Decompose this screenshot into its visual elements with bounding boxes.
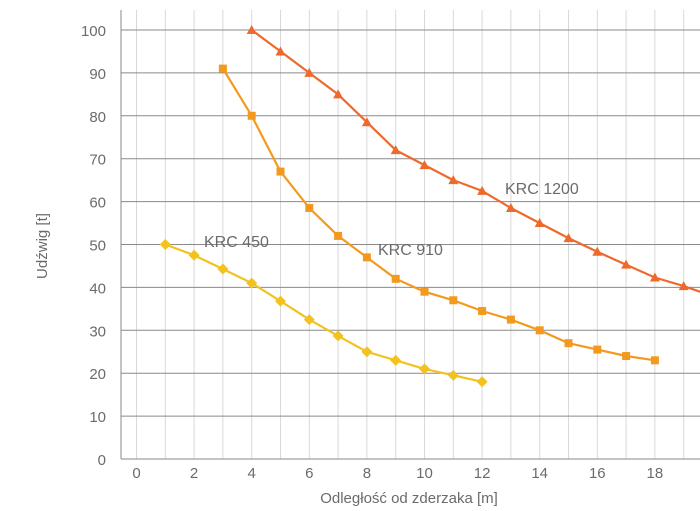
data-point [448, 175, 459, 185]
data-point [247, 111, 256, 120]
data-point [305, 204, 314, 213]
data-point [218, 64, 227, 73]
series-label-krc-1200: KRC 1200 [505, 181, 579, 198]
x-tick-label: 12 [474, 465, 491, 482]
y-tick-label: 10 [89, 409, 106, 426]
data-point [534, 218, 545, 228]
series-0 [159, 239, 488, 388]
data-point [188, 249, 200, 261]
data-point [478, 306, 487, 315]
x-tick-label: 16 [589, 465, 606, 482]
y-tick-label: 80 [89, 109, 106, 126]
data-point [276, 167, 285, 176]
data-point [564, 339, 573, 348]
x-tick-label: 2 [190, 465, 198, 482]
data-point [246, 25, 257, 34]
data-point [563, 233, 574, 243]
data-point [649, 272, 660, 282]
series-layer [159, 25, 700, 388]
data-point [477, 185, 488, 195]
tick-labels: 01020304050607080901000246810121416182 [81, 23, 664, 482]
y-tick-label: 50 [89, 238, 106, 255]
data-point [678, 281, 689, 291]
x-tick-label: 0 [132, 465, 140, 482]
data-point [333, 89, 344, 99]
data-point [593, 345, 602, 354]
y-tick-label: 40 [89, 280, 106, 297]
data-point [275, 46, 286, 56]
data-point [622, 352, 631, 361]
data-point [476, 376, 488, 388]
x-tick-label: 14 [531, 465, 548, 482]
data-point [391, 274, 400, 283]
data-point [621, 259, 632, 269]
series-1 [218, 64, 659, 365]
series-line [251, 29, 700, 293]
data-point [506, 315, 515, 324]
x-axis-label: Odległość od zderzaka [m] [320, 490, 498, 507]
series-line [221, 68, 656, 362]
y-tick-label: 70 [89, 152, 106, 169]
x-tick-label: 8 [363, 465, 371, 482]
x-tick-label: 6 [305, 465, 313, 482]
data-point [304, 67, 315, 77]
data-point [332, 330, 344, 342]
series-line [164, 243, 483, 383]
series-2 [246, 25, 700, 293]
grid [120, 10, 700, 460]
data-point [159, 239, 171, 250]
y-tick-label: 60 [89, 195, 106, 212]
y-tick-label: 0 [98, 452, 106, 469]
y-axis-label: Udźwig [t] [34, 213, 51, 279]
y-tick-label: 30 [89, 323, 106, 340]
data-point [334, 231, 343, 240]
x-tick-label: 18 [647, 465, 664, 482]
data-point [505, 203, 516, 213]
series-label-krc-910: KRC 910 [378, 242, 443, 259]
data-point [390, 354, 402, 366]
data-point [592, 246, 603, 256]
data-point [303, 314, 315, 326]
data-point [246, 277, 258, 289]
data-point [217, 263, 229, 275]
data-point [447, 369, 459, 381]
data-point [419, 363, 430, 375]
data-point [361, 346, 373, 358]
x-tick-label: 4 [248, 465, 256, 482]
y-tick-label: 90 [89, 66, 106, 83]
y-tick-label: 100 [81, 23, 106, 40]
data-point [361, 117, 372, 127]
series-label-krc-450: KRC 450 [204, 234, 269, 251]
data-point [390, 145, 401, 155]
data-point [449, 296, 458, 305]
data-point [362, 253, 371, 262]
data-point [419, 160, 430, 170]
y-tick-label: 20 [89, 366, 106, 383]
x-tick-label: 10 [416, 465, 433, 482]
data-point [420, 287, 429, 296]
data-point [275, 295, 286, 307]
data-point [650, 356, 659, 365]
data-point [535, 326, 544, 335]
